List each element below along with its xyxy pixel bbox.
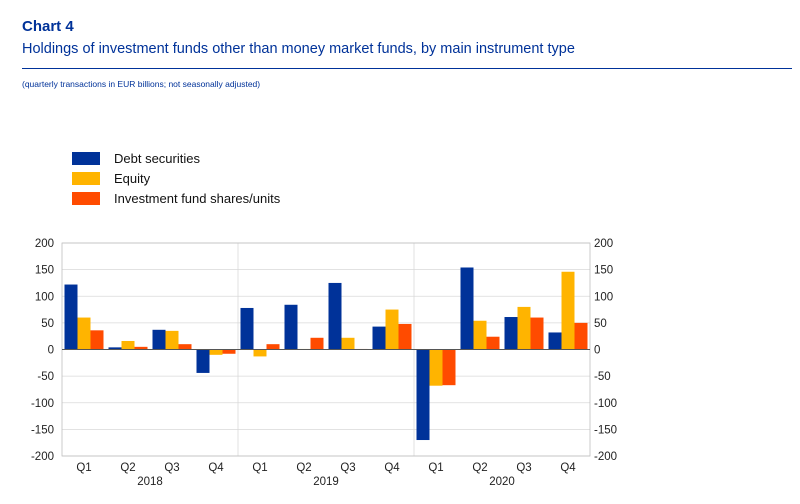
y-tick-label-right: 50 (594, 318, 607, 330)
y-tick-label-right: -200 (594, 451, 617, 463)
y-tick-label-left: 50 (41, 318, 54, 330)
y-tick-label-left: 150 (35, 265, 54, 277)
bar-fund-shares (178, 344, 192, 350)
y-tick-label-right: -100 (594, 398, 617, 410)
legend: Debt securities Equity Investment fund s… (72, 148, 280, 208)
bar-equity (341, 337, 355, 350)
chart-subtitle: (quarterly transactions in EUR billions;… (22, 79, 261, 89)
bar-debt (548, 332, 562, 350)
bar-debt (64, 284, 78, 350)
year-label: 2019 (313, 476, 339, 488)
bar-debt (152, 329, 166, 350)
x-tick-label: Q3 (164, 462, 179, 474)
chart-title: Holdings of investment funds other than … (22, 41, 575, 57)
bar-equity (517, 306, 531, 350)
bar-debt (372, 326, 386, 350)
bar-equity (253, 349, 267, 357)
x-tick-label: Q4 (384, 462, 400, 474)
title-rule (22, 68, 792, 69)
legend-label-fund-shares: Investment fund shares/units (114, 190, 281, 206)
x-tick-label: Q3 (340, 462, 355, 474)
x-tick-label: Q1 (76, 462, 91, 474)
bar-equity (209, 349, 223, 355)
legend-swatch-fund-shares (72, 191, 100, 205)
y-tick-label-right: 100 (594, 291, 613, 303)
y-tick-label-left: 200 (35, 238, 54, 250)
x-tick-label: Q4 (208, 462, 224, 474)
bar-debt (504, 317, 518, 350)
bar-equity (473, 320, 487, 350)
bar-debt (328, 282, 342, 350)
bar-fund-shares (266, 344, 280, 350)
x-tick-label: Q2 (472, 462, 487, 474)
x-tick-label: Q2 (296, 462, 311, 474)
bar-equity (561, 271, 575, 350)
legend-label-equity: Equity (114, 170, 151, 186)
y-tick-label-left: -150 (31, 424, 54, 436)
year-label: 2018 (137, 476, 163, 488)
y-tick-label-left: -50 (37, 371, 54, 383)
legend-swatch-equity (72, 171, 100, 185)
bar-debt (284, 304, 298, 350)
y-tick-label-right: 150 (594, 265, 613, 277)
bar-debt (108, 347, 122, 350)
bar-equity (429, 349, 443, 386)
bar-fund-shares (442, 349, 456, 386)
bar-fund-shares (486, 336, 500, 350)
bar-debt (460, 267, 474, 350)
legend-item-debt: Debt securities (72, 148, 280, 168)
bar-equity (121, 340, 135, 350)
y-tick-label-left: 100 (35, 291, 54, 303)
bar-debt (196, 349, 210, 373)
bar-fund-shares (90, 330, 104, 350)
x-tick-label: Q1 (252, 462, 267, 474)
bar-fund-shares (310, 337, 324, 350)
bar-fund-shares (222, 349, 236, 354)
legend-label-debt: Debt securities (114, 150, 200, 166)
bar-fund-shares (574, 322, 588, 350)
year-label: 2020 (489, 476, 515, 488)
chart-number: Chart 4 (22, 18, 74, 35)
y-tick-label-right: -150 (594, 424, 617, 436)
x-tick-label: Q2 (120, 462, 135, 474)
y-tick-label-right: 0 (594, 345, 600, 357)
bar-equity (165, 330, 179, 350)
y-tick-label-left: -200 (31, 451, 54, 463)
legend-item-equity: Equity (72, 168, 280, 188)
bar-fund-shares (398, 323, 412, 350)
y-tick-label-right: 200 (594, 238, 613, 250)
legend-item-fund-shares: Investment fund shares/units (72, 188, 280, 208)
x-tick-label: Q1 (428, 462, 443, 474)
bar-fund-shares (530, 317, 544, 350)
legend-swatch-debt (72, 151, 100, 165)
bar-equity (77, 317, 91, 350)
x-tick-label: Q4 (560, 462, 576, 474)
bar-debt (416, 349, 430, 441)
y-tick-label-left: 0 (48, 345, 54, 357)
y-tick-label-left: -100 (31, 398, 54, 410)
bar-fund-shares (134, 346, 148, 350)
bar-debt (240, 307, 254, 350)
x-tick-label: Q3 (516, 462, 531, 474)
bar-equity (385, 309, 399, 350)
y-tick-label-right: -50 (594, 371, 611, 383)
